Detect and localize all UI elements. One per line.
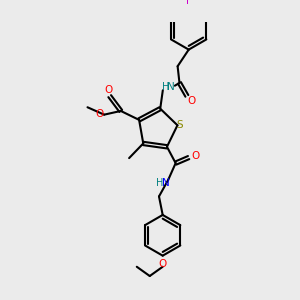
- Text: S: S: [176, 120, 183, 130]
- Text: H: H: [162, 82, 169, 92]
- Text: O: O: [191, 151, 199, 161]
- Text: F: F: [186, 0, 192, 7]
- Text: H: H: [156, 178, 164, 188]
- Text: N: N: [167, 82, 175, 92]
- Text: N: N: [162, 178, 169, 188]
- Text: O: O: [159, 259, 167, 269]
- Text: O: O: [95, 109, 104, 119]
- Text: O: O: [105, 85, 113, 95]
- Text: O: O: [188, 96, 196, 106]
